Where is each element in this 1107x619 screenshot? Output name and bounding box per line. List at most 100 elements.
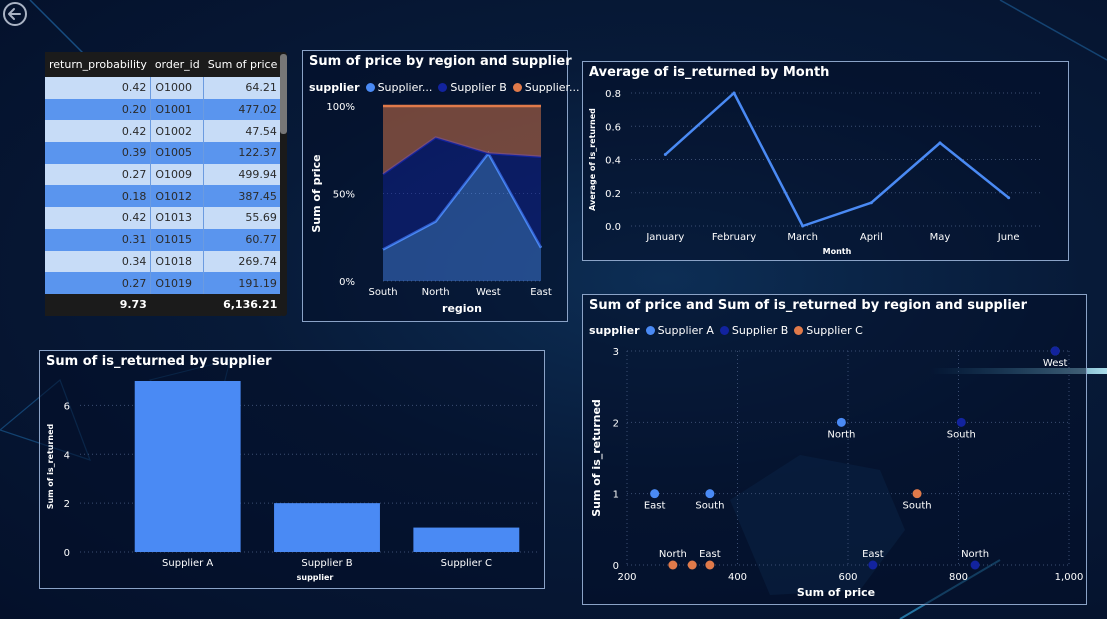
- legend-item-supplier-c[interactable]: Supplier...: [512, 81, 580, 94]
- x-tick-label: South: [368, 287, 397, 298]
- y-tick-label: 4: [64, 450, 70, 461]
- scatter-point-supplier-a: [705, 489, 715, 499]
- cell-return-probability: 0.34: [45, 250, 152, 273]
- y-tick-label: 100%: [326, 102, 355, 113]
- legend-item-supplier-c[interactable]: Supplier C: [794, 324, 863, 337]
- cell-order-id: O1005: [150, 142, 205, 164]
- y-tick-label: 2: [64, 499, 70, 510]
- x-tick-label: January: [645, 232, 684, 243]
- cell-return-probability: 0.18: [45, 185, 152, 208]
- table-row[interactable]: 0.20 O1001 477.02: [45, 98, 282, 121]
- bar-chart[interactable]: 0 2 4 6 Supplier A Supplier B Supplier C suppli…: [40, 351, 544, 588]
- scatter-chart-panel[interactable]: Sum of price and Sum of is_returned by r…: [582, 294, 1087, 605]
- y-tick-label: 2: [613, 418, 619, 429]
- table-row[interactable]: 0.31 O1015 60.77: [45, 228, 282, 251]
- line-chart-title: Average of is_returned by Month: [589, 65, 830, 80]
- y-tick-label: 3: [613, 347, 619, 358]
- area-chart-title: Sum of price by region and supplier: [309, 54, 572, 69]
- scatter-chart-title: Sum of price and Sum of is_returned by r…: [589, 298, 1028, 313]
- area-series-supplier-b: [383, 137, 541, 250]
- data-label: North: [961, 549, 989, 560]
- data-label: South: [947, 429, 976, 440]
- x-axis-label: supplier: [297, 573, 334, 582]
- scatter-point-supplier-b: [970, 560, 980, 570]
- column-header-return-probability[interactable]: return_probability: [45, 52, 151, 77]
- line-chart-panel[interactable]: Average of is_returned by Month 0.0 0.2 0.…: [582, 61, 1069, 261]
- back-arrow-icon[interactable]: [2, 1, 28, 27]
- cell-return-probability: 0.31: [45, 228, 152, 251]
- legend-item-supplier-a[interactable]: Supplier A: [645, 324, 714, 337]
- x-tick-label: Supplier B: [301, 558, 352, 569]
- bar-chart-panel[interactable]: Sum of is_returned by supplier 0 2 4 6 Suppl…: [39, 350, 545, 589]
- table-row[interactable]: 0.34 O1018 269.74: [45, 250, 282, 273]
- scatter-chart[interactable]: 0 1 2 3 200 400 600 800 1,000 East South North South…: [583, 295, 1086, 604]
- area-chart[interactable]: 0% 50% 100% South North West East region Sum of …: [303, 51, 567, 321]
- scatter-point-supplier-a: [836, 417, 846, 427]
- column-header-order-id[interactable]: order_id: [150, 52, 204, 77]
- table-row[interactable]: 0.42 O1000 64.21: [45, 77, 282, 99]
- cell-sum-of-price: 55.69: [203, 207, 282, 229]
- table-row[interactable]: 0.42 O1013 55.69: [45, 207, 282, 229]
- legend-title: supplier: [589, 324, 640, 337]
- line-series: [664, 91, 1010, 228]
- y-axis-label: Average of is_returned: [588, 108, 597, 211]
- column-header-sum-of-price[interactable]: Sum of price: [203, 52, 282, 77]
- scatter-point-supplier-a: [650, 489, 660, 499]
- line-point: [801, 224, 805, 228]
- cell-return-probability: 0.20: [45, 98, 152, 121]
- x-axis-label: Sum of price: [797, 586, 875, 599]
- legend-item-supplier-b[interactable]: Supplier B: [719, 324, 789, 337]
- cell-return-probability: 0.27: [45, 272, 152, 294]
- cell-sum-of-price: 64.21: [203, 77, 282, 99]
- table-row[interactable]: 0.18 O1012 387.45: [45, 185, 282, 208]
- data-label: South: [695, 501, 724, 512]
- x-tick-label: West: [476, 287, 501, 298]
- area-series-supplier-c: [383, 106, 541, 175]
- line-chart[interactable]: 0.0 0.2 0.4 0.6 0.8 January February March April…: [583, 62, 1068, 260]
- scatter-point-supplier-c: [668, 560, 678, 570]
- cell-return-probability: 0.39: [45, 142, 152, 164]
- y-tick-label: 1: [613, 490, 619, 501]
- line-point: [1007, 196, 1011, 200]
- scatter-point-supplier-c: [687, 560, 697, 570]
- table-row[interactable]: 0.39 O1005 122.37: [45, 142, 282, 164]
- legend-title: supplier: [309, 81, 360, 94]
- y-tick-label: 0.8: [605, 89, 621, 100]
- cell-order-id: O1012: [150, 185, 205, 208]
- x-tick-label: Supplier A: [162, 558, 213, 569]
- cell-sum-of-price: 387.45: [203, 185, 282, 208]
- x-tick-label: April: [860, 232, 883, 243]
- x-tick-label: 400: [728, 572, 747, 583]
- scrollbar-thumb[interactable]: [280, 54, 287, 134]
- data-label: West: [1043, 358, 1068, 369]
- legend-item-supplier-a[interactable]: Supplier...: [365, 81, 432, 94]
- legend-label: Supplier...: [524, 81, 580, 94]
- y-tick-label: 50%: [333, 190, 355, 201]
- orders-table[interactable]: return_probability order_id Sum of price…: [45, 52, 282, 316]
- y-tick-label: 0.4: [605, 156, 621, 167]
- table-row[interactable]: 0.27 O1009 499.94: [45, 163, 282, 186]
- legend-dot-icon: [365, 83, 375, 92]
- bar-supplier-c: [413, 527, 520, 552]
- y-tick-label: 0.0: [605, 222, 621, 233]
- table-scrollbar[interactable]: [280, 52, 287, 316]
- cell-order-id: O1000: [150, 77, 205, 99]
- data-label: North: [659, 549, 687, 560]
- area-chart-panel[interactable]: Sum of price by region and supplier supp…: [302, 50, 580, 322]
- table-row[interactable]: 0.27 O1019 191.19: [45, 272, 282, 294]
- table-total-row: 9.73 6,136.21: [45, 293, 282, 316]
- data-label: East: [699, 549, 721, 560]
- y-tick-label: 0: [64, 548, 70, 559]
- cell-sum-of-price: 499.94: [203, 163, 282, 186]
- scatter-point-supplier-b: [868, 560, 878, 570]
- cell-order-id: O1018: [150, 250, 205, 273]
- scatter-point-supplier-c: [912, 489, 922, 499]
- cell-sum-of-price: 191.19: [203, 272, 282, 294]
- legend-item-supplier-b[interactable]: Supplier B: [438, 81, 507, 94]
- y-axis-label: Sum of is_returned: [590, 399, 603, 517]
- table-row[interactable]: 0.42 O1002 47.54: [45, 120, 282, 143]
- legend-label: Supplier B: [731, 324, 789, 337]
- cell-sum-of-price: 477.02: [203, 98, 282, 121]
- cell-sum-of-price: 60.77: [203, 228, 282, 251]
- cell-return-probability: 0.42: [45, 120, 152, 143]
